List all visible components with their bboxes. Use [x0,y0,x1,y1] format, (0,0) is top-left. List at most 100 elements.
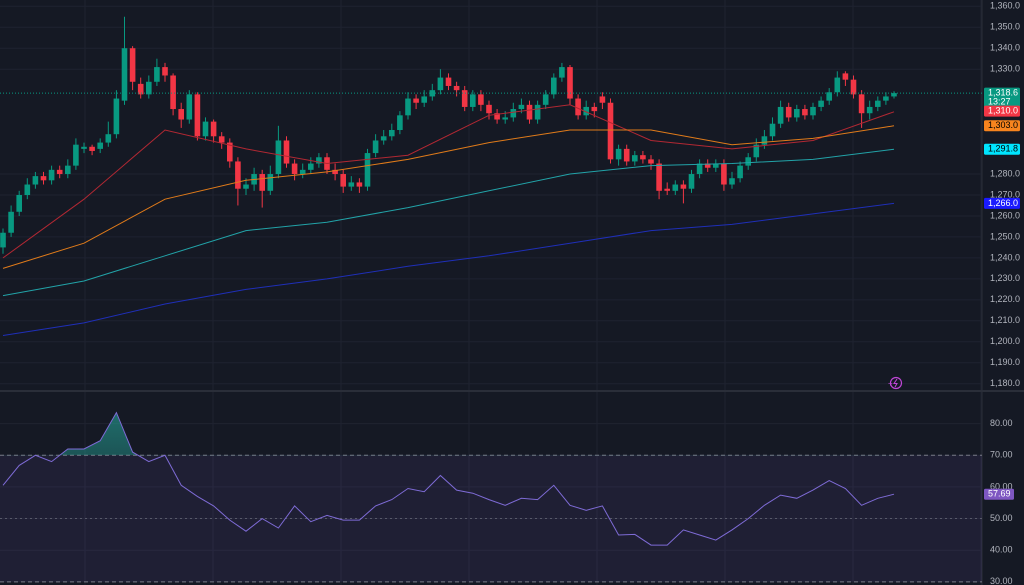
candle-body [761,136,768,145]
y-tick-label: 1,230.0 [990,273,1020,283]
candle-body [40,176,47,181]
candle-body [891,93,897,97]
candle-body [389,130,395,137]
y-tick-label: 1,210.0 [990,315,1020,325]
candle-body [137,83,144,95]
candle-body [243,184,249,189]
candle-body [615,148,622,160]
candle-body [729,178,735,185]
candle-body [291,163,298,175]
candle-body [656,163,662,191]
candle-body [372,140,379,154]
y-tick-label: 60.00 [990,481,1013,491]
y-tick-label: 1,360.0 [990,1,1020,11]
price-badge-label: 1,266.0 [988,198,1018,208]
candle-body [583,106,589,116]
candle-body [97,142,103,149]
candle-body [559,67,565,78]
candle-body [640,155,646,160]
candle-body [308,163,314,170]
price-badge-label: 57.69 [988,489,1011,499]
candle-body [275,140,282,175]
candle-body [672,184,679,191]
y-tick-label: 1,260.0 [990,210,1020,220]
candle-body [883,96,889,101]
candle-body [81,146,87,149]
candle-body [283,140,290,164]
candle-body [89,146,95,151]
candle-body [316,157,322,164]
candle-body [162,67,168,76]
candle-body [186,94,193,120]
candle-body [129,48,136,82]
candle-body [340,174,346,187]
candle-body [826,92,832,101]
candle-body [73,144,79,166]
candle-body [526,104,533,120]
candle-body [235,161,241,189]
y-tick-label: 1,280.0 [990,168,1020,178]
candle-body [397,115,403,130]
candle-body [24,184,31,195]
candle-body [696,163,703,175]
candle-body [648,159,654,164]
candle-body [154,67,160,82]
y-tick-label: 1,220.0 [990,294,1020,304]
candle-body [267,174,274,191]
candle-body [437,77,444,91]
candle-body [866,106,873,114]
price-badge [984,120,1020,132]
candle-body [0,232,6,248]
price-badge-label: 1,303.0 [988,120,1018,130]
countdown-label: 13:27 [988,96,1011,106]
candle-body [518,104,525,110]
alert-icon[interactable]: + [888,376,903,390]
y-tick-label: 1,330.0 [990,64,1020,74]
candle-body [356,182,363,187]
y-tick-label: 1,340.0 [990,43,1020,53]
candle-body [421,96,427,103]
candle-body [704,163,711,168]
price-badge [984,488,1014,500]
candle-body [486,104,492,114]
candle-body [721,163,727,185]
candle-body [769,123,776,137]
candle-body [680,184,687,189]
y-tick-label: 1,200.0 [990,336,1020,346]
candle-body [210,121,217,137]
candle-body [607,102,614,160]
candle-body [534,104,541,120]
candle-body [599,96,606,103]
candle-body [405,98,411,116]
candle-body [632,155,638,162]
candle-body [542,94,549,105]
price-badge-label: 1,310.0 [988,106,1018,116]
candle-body [470,94,476,107]
candle-body [32,176,39,185]
candle-body [664,188,670,191]
candle-body [259,174,265,191]
candle-body [218,136,225,143]
candle-body [785,106,792,118]
candle-body [745,157,751,166]
candle-body [478,94,484,105]
candle-body [413,98,419,103]
price-badge-label: 1,318.6 [988,87,1018,97]
candle-body [818,100,824,107]
candle-body [461,90,468,107]
candle-body [16,195,22,212]
y-tick-label: 70.00 [990,450,1013,460]
candle-body [56,169,63,175]
candle-body [510,109,517,118]
candle-body [146,81,152,95]
grid [0,0,982,585]
candle-body [753,144,760,158]
candle-body [502,117,508,120]
y-tick-label: 80.00 [990,418,1013,428]
y-tick-label: 40.00 [990,545,1013,555]
candle-body [737,165,743,179]
moving-average-line [2,148,895,297]
candle-body [364,153,371,187]
